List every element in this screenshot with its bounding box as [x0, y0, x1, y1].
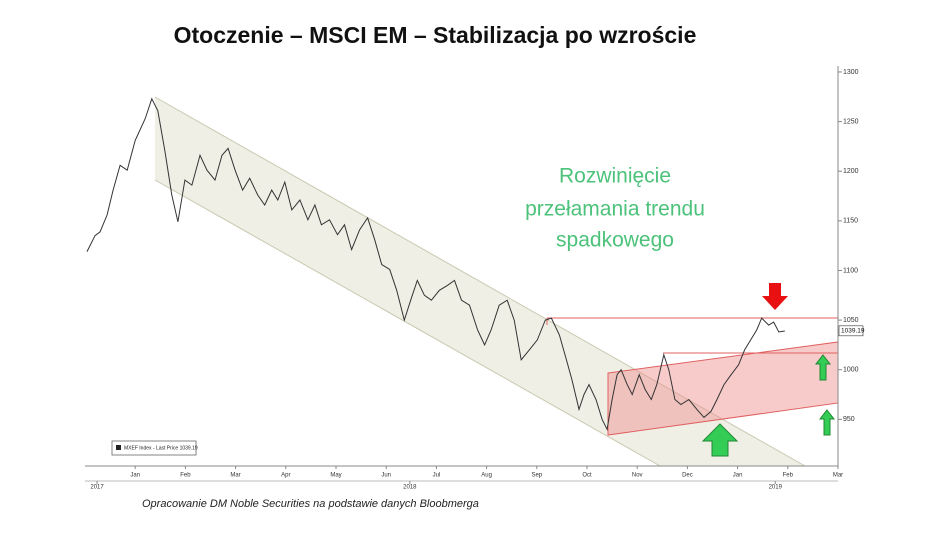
y-tick-label: 950 — [843, 416, 855, 423]
y-tick-label: 1050 — [843, 317, 859, 324]
y-tick-label: 1200 — [843, 168, 859, 175]
green-arrow — [701, 423, 739, 457]
x-tick-label: Jul — [433, 473, 441, 479]
annotation: przełamania trendu — [525, 198, 705, 221]
x-tick-label: Jan — [733, 473, 743, 479]
x-tick-label: Feb — [180, 473, 191, 479]
y-tick-label: 1000 — [843, 367, 859, 374]
x-tick-label: Feb — [783, 473, 794, 479]
x-tick-label: Apr — [281, 473, 290, 479]
last-price-tag — [838, 325, 864, 337]
green-arrow — [814, 354, 832, 381]
last-price-label: 1039.19 — [841, 328, 865, 335]
channel-upper — [154, 96, 806, 467]
y-tick-label: 1300 — [843, 69, 859, 76]
year-tick-label: 2018 — [403, 485, 417, 491]
x-tick-label: Jun — [381, 473, 391, 479]
x-tick-label: Dec — [682, 473, 693, 479]
y-tick-label: 1250 — [843, 118, 859, 125]
x-tick-label: Nov — [632, 473, 643, 479]
legend-label: MXEF Index - Last Price 1039.19 — [124, 445, 198, 451]
x-tick-label: May — [330, 473, 341, 479]
x-tick-label: Mar — [833, 473, 843, 479]
source-note: Opracowanie DM Noble Securities na podst… — [142, 498, 479, 510]
y-tick-label: 1100 — [843, 267, 858, 274]
legend-swatch — [116, 445, 121, 450]
channel-lower — [154, 179, 661, 467]
x-tick-label: Jan — [130, 473, 140, 479]
x-tick-label: Sep — [531, 473, 542, 479]
legend-box — [111, 440, 197, 456]
green-arrow — [818, 409, 836, 436]
annotation: spadkowego — [556, 229, 674, 252]
x-tick-label: Mar — [230, 473, 240, 479]
price-line — [86, 97, 785, 431]
y-tick-label: 1150 — [843, 218, 858, 225]
red-arrow — [762, 283, 788, 310]
year-tick-label: 2017 — [90, 485, 104, 491]
x-tick-label: Aug — [481, 473, 492, 479]
year-tick-label: 2019 — [769, 485, 783, 491]
x-tick-label: Oct — [582, 473, 592, 479]
chart-title: Otoczenie – MSCI EM – Stabilizacja po wz… — [174, 22, 697, 48]
annotation: Rozwinięcie — [559, 165, 671, 188]
